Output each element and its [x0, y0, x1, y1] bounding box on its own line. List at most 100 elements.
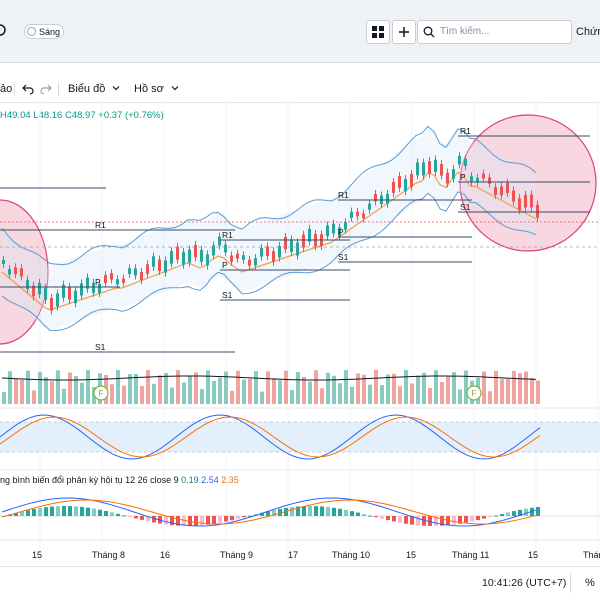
volume-bar: [110, 384, 114, 404]
candle: [194, 244, 197, 258]
macd-histogram-bar: [314, 506, 318, 516]
volume-bar: [356, 373, 360, 404]
pivot-label: S1: [460, 202, 471, 212]
macd-legend: ng bình biến đổi phân kỳ hội tụ 12 26 cl…: [0, 475, 239, 485]
volume-bar: [146, 370, 150, 404]
volume-bar: [32, 390, 36, 404]
macd-histogram-bar: [530, 507, 534, 516]
volume-bar: [350, 386, 354, 404]
candle: [374, 193, 377, 202]
volume-bar: [68, 372, 72, 404]
candle: [488, 177, 491, 184]
volume-bar: [500, 379, 504, 404]
volume-bar: [8, 371, 12, 404]
candle: [464, 158, 467, 166]
volume-bar: [26, 370, 30, 404]
toolbar-cut-item[interactable]: ảo: [0, 83, 13, 95]
signal-marker-letter: F: [99, 389, 104, 398]
candle: [212, 245, 215, 256]
quote-change: +0.37 (+0.76%): [98, 110, 164, 121]
quote-close: C48.97: [64, 110, 96, 121]
candle: [260, 247, 263, 257]
volume-bar: [428, 387, 432, 404]
signal-marker[interactable]: [466, 385, 482, 401]
percent-scale-button[interactable]: %: [585, 577, 595, 589]
macd-histogram-bar: [164, 516, 168, 525]
macd-histogram-bar: [482, 516, 486, 519]
volume-bar: [158, 375, 162, 404]
candle: [482, 173, 485, 179]
layout-grid-button[interactable]: [366, 20, 390, 44]
search-icon: [423, 26, 435, 38]
volume-bar: [290, 389, 294, 404]
volume-bar: [182, 382, 186, 404]
volume-bar: [488, 391, 492, 404]
candle: [32, 285, 35, 297]
profile-menu[interactable]: Hồ sơ: [134, 76, 179, 102]
theme-toggle[interactable]: Sáng: [24, 24, 64, 39]
candle: [230, 255, 233, 262]
candle: [476, 177, 479, 183]
volume-bar: [464, 370, 468, 404]
volume-bar: [212, 380, 216, 404]
chart-menu[interactable]: Biểu đồ: [68, 76, 120, 102]
signal-marker[interactable]: [93, 385, 109, 401]
theme-toggle-label: Sáng: [39, 27, 61, 37]
candle: [416, 162, 419, 176]
redo-icon[interactable]: [40, 83, 52, 95]
volume-bar: [374, 370, 378, 404]
stock-label[interactable]: Chứn: [576, 26, 600, 38]
add-button[interactable]: [392, 20, 416, 44]
volume-bar: [62, 388, 66, 404]
settings-icon[interactable]: [0, 24, 8, 36]
time-axis-label: Tháng 11: [452, 550, 489, 560]
macd-histogram-bar: [344, 509, 348, 516]
volume-bar: [416, 375, 420, 404]
volume-bar: [530, 377, 534, 404]
candle: [182, 251, 185, 265]
undo-icon[interactable]: [22, 83, 34, 95]
macd-histogram-bar: [356, 512, 360, 516]
macd-histogram-bar: [92, 508, 96, 516]
candle: [512, 190, 515, 202]
macd-histogram-bar: [110, 512, 114, 516]
volume-bar: [272, 378, 276, 404]
macd-histogram-bar: [74, 506, 78, 516]
search-input[interactable]: Tìm kiếm...: [417, 20, 572, 44]
candle: [506, 182, 509, 193]
candle: [356, 211, 359, 217]
candle: [368, 203, 371, 210]
candle: [284, 236, 287, 250]
stochastic-k-line: [0, 414, 541, 460]
volume-bar: [296, 371, 300, 404]
candle: [398, 176, 401, 188]
chevron-down-icon: [112, 86, 120, 91]
candle: [434, 159, 437, 172]
volume-bar: [38, 371, 42, 404]
candle: [338, 227, 341, 237]
pivot-label: R1: [460, 126, 471, 136]
price-chart[interactable]: R1 S1 P R1 S1 P R1 S1 P R1 S1 P F F 15 Tháng 8 16 Tháng 9…: [0, 102, 600, 566]
candle: [80, 283, 83, 296]
macd-histogram-bar: [494, 515, 498, 517]
macd-histogram-bar: [260, 512, 264, 516]
volume-bar: [242, 379, 246, 404]
macd-histogram-bar: [326, 507, 330, 516]
macd-histogram-bar: [368, 515, 372, 517]
candle: [458, 155, 461, 165]
volume-bar: [440, 382, 444, 404]
macd-histogram-bar: [506, 512, 510, 516]
candle: [140, 271, 143, 281]
volume-bar: [362, 374, 366, 404]
volume-bar: [524, 371, 528, 404]
volume-bar: [122, 385, 126, 404]
candle: [44, 287, 47, 300]
macd-histogram-bar: [410, 516, 414, 525]
candle: [452, 169, 455, 179]
macd-histogram-bar: [524, 508, 528, 516]
volume-bar: [218, 377, 222, 404]
volume-bar: [512, 370, 516, 404]
macd-histogram-bar: [20, 511, 24, 516]
candle: [26, 279, 29, 290]
candle: [56, 293, 59, 307]
